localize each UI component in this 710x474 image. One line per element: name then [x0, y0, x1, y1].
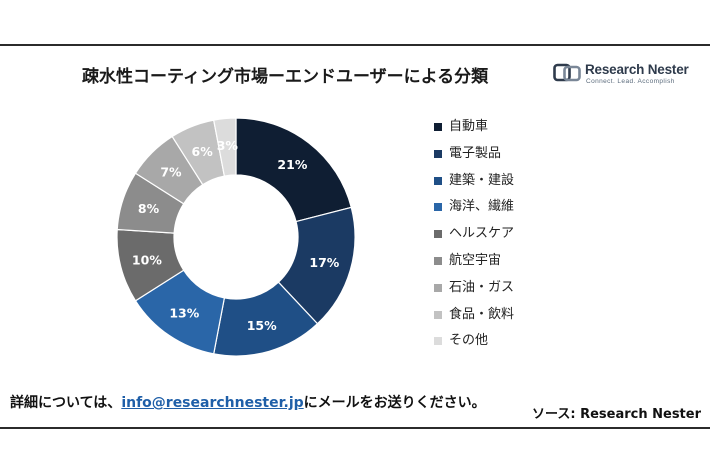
legend-swatch: [434, 123, 442, 131]
legend-label: 建築・建設: [449, 172, 515, 188]
legend-label: 自動車: [449, 119, 489, 134]
slice-value-label: 10%: [132, 252, 162, 267]
legend-label: ヘルスケア: [449, 226, 515, 242]
donut-slice: [213, 117, 237, 177]
legend-swatch: [434, 149, 442, 158]
contact-note: 詳細については、info@researchnester.jpにメールをお送りくだ…: [10, 392, 486, 412]
legend-swatch: [434, 176, 442, 185]
legend-label: 石油・ガス: [449, 279, 515, 295]
legend-label: 海洋、繊維: [449, 199, 515, 215]
logo-name: Research Nester: [585, 62, 689, 77]
top-divider: [0, 44, 710, 46]
research-nester-logo: Research Nester Connect. Lead. Accomplis…: [553, 61, 689, 87]
legend-swatch: [434, 310, 442, 319]
donut-slice: [235, 117, 352, 223]
slice-value-label: 17%: [309, 255, 339, 270]
legend-swatch: [434, 203, 442, 212]
legend-swatch: [434, 230, 442, 239]
slice-value-label: 15%: [247, 318, 277, 333]
slice-value-label: 6%: [192, 144, 214, 159]
contact-note-prefix: 詳細については、: [10, 395, 122, 411]
email-link[interactable]: info@researchnester.jp: [121, 395, 304, 411]
legend-label: 電子製品: [449, 145, 502, 161]
chart-title: 疎水性コーティング市場ーエンドユーザーによる分類: [82, 67, 489, 87]
contact-note-suffix: にメールをお送りください。: [303, 395, 486, 411]
slice-value-label: 21%: [277, 157, 307, 172]
source-credit: ソース: Research Nester: [532, 407, 702, 422]
bottom-divider: [0, 427, 710, 429]
logo-tagline: Connect. Lead. Accomplish: [586, 78, 675, 85]
logo-mark-icon: [553, 63, 581, 82]
legend-label: その他: [449, 333, 489, 349]
slice-value-label: 3%: [217, 138, 239, 153]
slice-value-label: 8%: [138, 201, 160, 216]
legend-label: 食品・飲料: [449, 306, 515, 322]
slice-value-label: 7%: [160, 164, 182, 179]
legend-swatch: [434, 257, 442, 265]
legend-label: 航空宇宙: [449, 253, 502, 268]
legend-swatch: [434, 283, 442, 292]
legend-swatch: [434, 337, 442, 346]
slice-value-label: 13%: [169, 306, 199, 321]
